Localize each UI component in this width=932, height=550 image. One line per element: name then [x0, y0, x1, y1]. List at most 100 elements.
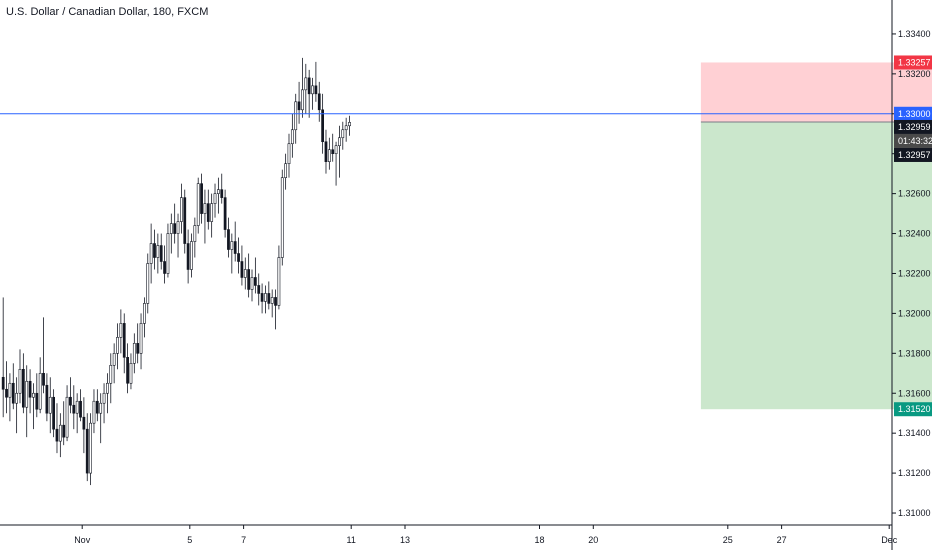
candle-body	[210, 203, 214, 222]
candle-body	[250, 277, 254, 290]
candle-body	[122, 323, 126, 358]
candle-body	[69, 396, 72, 406]
candle-body	[143, 303, 146, 324]
candle-body	[193, 225, 197, 242]
y-tick-label: 1.31000	[898, 508, 931, 518]
candle-body	[341, 129, 345, 139]
candle-body	[253, 277, 257, 286]
candle-body	[102, 392, 106, 404]
candle-body	[146, 263, 150, 304]
candle-body	[132, 343, 136, 364]
candle-body	[190, 241, 193, 270]
candle-body	[21, 368, 25, 408]
candle-body	[79, 400, 82, 418]
candle-body	[217, 189, 220, 194]
candle-body	[348, 122, 351, 127]
x-tick-label: 7	[241, 535, 246, 545]
candle-body	[321, 109, 325, 143]
candle-body	[173, 223, 177, 234]
x-tick-label: 27	[777, 535, 787, 545]
candle-body	[230, 241, 234, 250]
candle-body	[15, 392, 19, 404]
candle-body	[85, 428, 89, 474]
candle-body	[11, 382, 15, 404]
target-price-tag: 1.31520	[898, 404, 931, 414]
candle-body	[99, 402, 103, 414]
candle-body	[220, 189, 224, 198]
candle-body	[176, 221, 180, 234]
take-profit-zone[interactable]	[700, 121, 932, 410]
candle-body	[223, 197, 227, 230]
candle-body	[119, 323, 123, 338]
price-tags: 1.33257 1.33000 1.32959 01:43:32 1.32957 1.31…	[894, 55, 932, 417]
candle-body	[65, 396, 69, 438]
candle-body	[126, 357, 129, 384]
candle-body	[62, 424, 66, 438]
candle-body	[169, 223, 173, 234]
candle-body	[52, 396, 55, 430]
candle-body	[233, 241, 237, 254]
candle-body	[240, 261, 244, 278]
candle-body	[8, 382, 12, 398]
candle-body	[42, 372, 45, 386]
candle-body	[227, 229, 230, 250]
candle-body	[280, 177, 284, 258]
candle-body	[260, 293, 264, 302]
candle-body	[338, 137, 341, 147]
candle-body	[304, 77, 308, 91]
candle-body	[314, 85, 318, 95]
candle-body	[82, 416, 86, 430]
candle-body	[38, 372, 42, 410]
bar-countdown-tag: 01:43:32	[898, 136, 932, 146]
y-tick-label: 1.32600	[898, 189, 931, 199]
candle-body	[186, 243, 190, 270]
candle-body	[301, 89, 304, 111]
candle-body	[129, 363, 133, 384]
candle-body	[32, 392, 35, 398]
candle-body	[324, 141, 328, 162]
bar-countdown-tag-bg	[894, 133, 932, 148]
time-axis[interactable]: Nov57111318202527Dec491116	[74, 525, 932, 545]
position-zones[interactable]	[700, 62, 932, 410]
candle-body	[139, 323, 143, 354]
entry-price-tag: 1.32959	[898, 122, 931, 132]
x-tick-label: 5	[187, 535, 192, 545]
y-tick-label: 1.32200	[898, 268, 931, 278]
candle-body	[327, 149, 331, 162]
candle-body	[297, 101, 301, 111]
stop-price-tag: 1.33257	[898, 57, 931, 67]
candle-body	[243, 269, 247, 278]
candle-body	[153, 243, 156, 258]
x-tick-label: 25	[723, 535, 733, 545]
x-tick-label: Dec	[881, 535, 898, 545]
y-tick-label: 1.33200	[898, 69, 931, 79]
candle-body	[257, 285, 261, 294]
candle-body	[1, 376, 5, 390]
candle-body	[203, 203, 207, 214]
candle-body	[277, 257, 281, 306]
last-price-tag: 1.32957	[898, 150, 931, 160]
candle-body	[307, 77, 311, 95]
candle-body	[18, 368, 22, 394]
x-tick-label: 18	[534, 535, 544, 545]
y-tick-label: 1.31200	[898, 468, 931, 478]
chart-title: U.S. Dollar / Canadian Dollar, 180, FXCM	[6, 6, 209, 18]
candle-body	[284, 163, 288, 178]
candle-body	[28, 380, 32, 398]
candle-body	[149, 243, 153, 264]
hline-price-tag: 1.33000	[898, 109, 931, 119]
candle-body	[294, 101, 298, 131]
candle-body	[196, 183, 200, 226]
stop-loss-zone[interactable]	[700, 62, 932, 122]
candle-body	[35, 392, 39, 410]
x-tick-label: 11	[347, 535, 356, 545]
candle-body	[290, 129, 294, 145]
y-tick-label: 1.31800	[898, 348, 931, 358]
candle-body	[5, 388, 8, 398]
candle-body	[331, 149, 335, 155]
candles-layer	[1, 57, 351, 486]
candle-body	[75, 400, 79, 414]
candle-body	[274, 297, 277, 306]
candle-body	[237, 253, 240, 262]
